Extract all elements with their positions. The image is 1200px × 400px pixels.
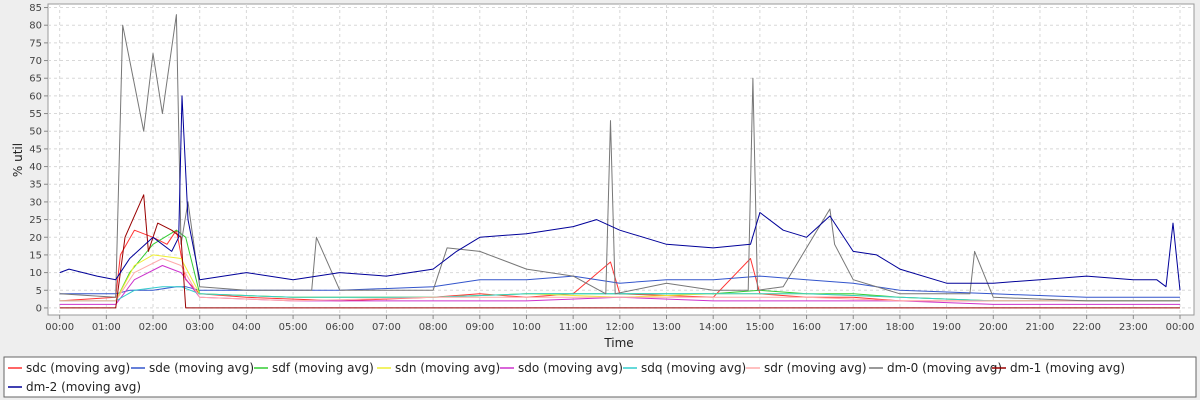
legend-label: dm-2 (moving avg) [26, 380, 141, 394]
series-lines [59, 14, 1181, 309]
legend-item: dm-2 (moving avg) [8, 380, 141, 394]
x-tick-label: 20:00 [979, 322, 1008, 333]
x-axis-title: Time [603, 336, 633, 350]
x-tick-label: 17:00 [839, 322, 868, 333]
x-tick-label: 14:00 [699, 322, 728, 333]
y-tick-label: 45 [29, 144, 42, 155]
y-tick-label: 15 [29, 250, 42, 261]
x-tick-label: 06:00 [325, 322, 354, 333]
legend-item: sdn (moving avg) [377, 361, 500, 375]
x-tick-label: 09:00 [465, 322, 494, 333]
legend-item: sdf (moving avg) [254, 361, 374, 375]
x-tick-label: 01:00 [92, 322, 121, 333]
legend-label: dm-0 (moving avg) [887, 361, 1002, 375]
series-line-7 [59, 14, 1180, 302]
y-tick-label: 40 [29, 162, 42, 173]
legend-item: sdq (moving avg) [623, 361, 746, 375]
x-tick-label: 11:00 [559, 322, 588, 333]
legend-item: sdc (moving avg) [8, 361, 130, 375]
y-axis-title: % util [11, 143, 25, 177]
x-tick-label: 00:00 [45, 322, 74, 333]
series-line-6 [59, 258, 1180, 302]
y-tick-label: 55 [29, 109, 42, 120]
legend-box [3, 356, 1197, 398]
x-tick-label: 12:00 [605, 322, 634, 333]
x-axis-ticks: 00:00 01:00 02:00 03:00 04:00 05:00 06:00 07:00… [45, 315, 1194, 333]
legend: sdc (moving avg) sde (moving avg) sdf (mov… [8, 361, 1125, 394]
y-tick-label: 20 [29, 233, 42, 244]
legend-item: sdo (moving avg) [500, 361, 623, 375]
legend-label: sdr (moving avg) [764, 361, 867, 375]
y-tick-label: 50 [29, 127, 42, 138]
legend-item: sdr (moving avg) [746, 361, 867, 375]
legend-label: sdc (moving avg) [26, 361, 130, 375]
y-tick-label: 75 [29, 38, 42, 49]
x-tick-label: 16:00 [792, 322, 821, 333]
x-tick-label: 02:00 [139, 322, 168, 333]
legend-item: dm-0 (moving avg) [869, 361, 1002, 375]
y-tick-label: 25 [29, 215, 42, 226]
y-tick-label: 65 [29, 74, 42, 85]
y-tick-label: 5 [36, 286, 42, 297]
grid [48, 4, 1194, 315]
x-tick-label: 19:00 [932, 322, 961, 333]
series-line-8 [59, 194, 1180, 309]
x-tick-label: 15:00 [745, 322, 774, 333]
series-line-1 [59, 275, 1180, 298]
x-tick-label: 05:00 [279, 322, 308, 333]
x-tick-label: 04:00 [232, 322, 261, 333]
y-tick-label: 85 [29, 3, 42, 14]
legend-label: sdn (moving avg) [395, 361, 500, 375]
x-tick-label: 00:00 [1166, 322, 1195, 333]
x-tick-label: 18:00 [886, 322, 915, 333]
x-tick-label: 07:00 [372, 322, 401, 333]
legend-label: sdo (moving avg) [518, 361, 623, 375]
legend-label: sdf (moving avg) [272, 361, 374, 375]
series-line-9 [59, 95, 1181, 291]
legend-label: sdq (moving avg) [641, 361, 746, 375]
x-tick-label: 08:00 [419, 322, 448, 333]
plot-area [47, 3, 1195, 316]
y-tick-label: 60 [29, 91, 42, 102]
y-tick-label: 35 [29, 180, 42, 191]
y-tick-label: 80 [29, 21, 42, 32]
y-tick-label: 70 [29, 56, 42, 67]
series-line-4 [59, 265, 1180, 305]
y-tick-label: 10 [29, 268, 42, 279]
y-tick-label: 30 [29, 197, 42, 208]
y-tick-label: 0 [36, 303, 42, 314]
x-tick-label: 21:00 [1026, 322, 1055, 333]
y-axis-ticks: 0 5 10 15 20 25 30 35 40 45 50 55 60 65 70 75 80 85 [29, 3, 48, 314]
x-tick-label: 23:00 [1119, 322, 1148, 333]
legend-item: sde (moving avg) [131, 361, 254, 375]
x-tick-label: 03:00 [185, 322, 214, 333]
legend-label: dm-1 (moving avg) [1010, 361, 1125, 375]
legend-item: dm-1 (moving avg) [992, 361, 1125, 375]
x-tick-label: 10:00 [512, 322, 541, 333]
legend-label: sde (moving avg) [149, 361, 254, 375]
x-tick-label: 13:00 [652, 322, 681, 333]
x-tick-label: 22:00 [1072, 322, 1101, 333]
